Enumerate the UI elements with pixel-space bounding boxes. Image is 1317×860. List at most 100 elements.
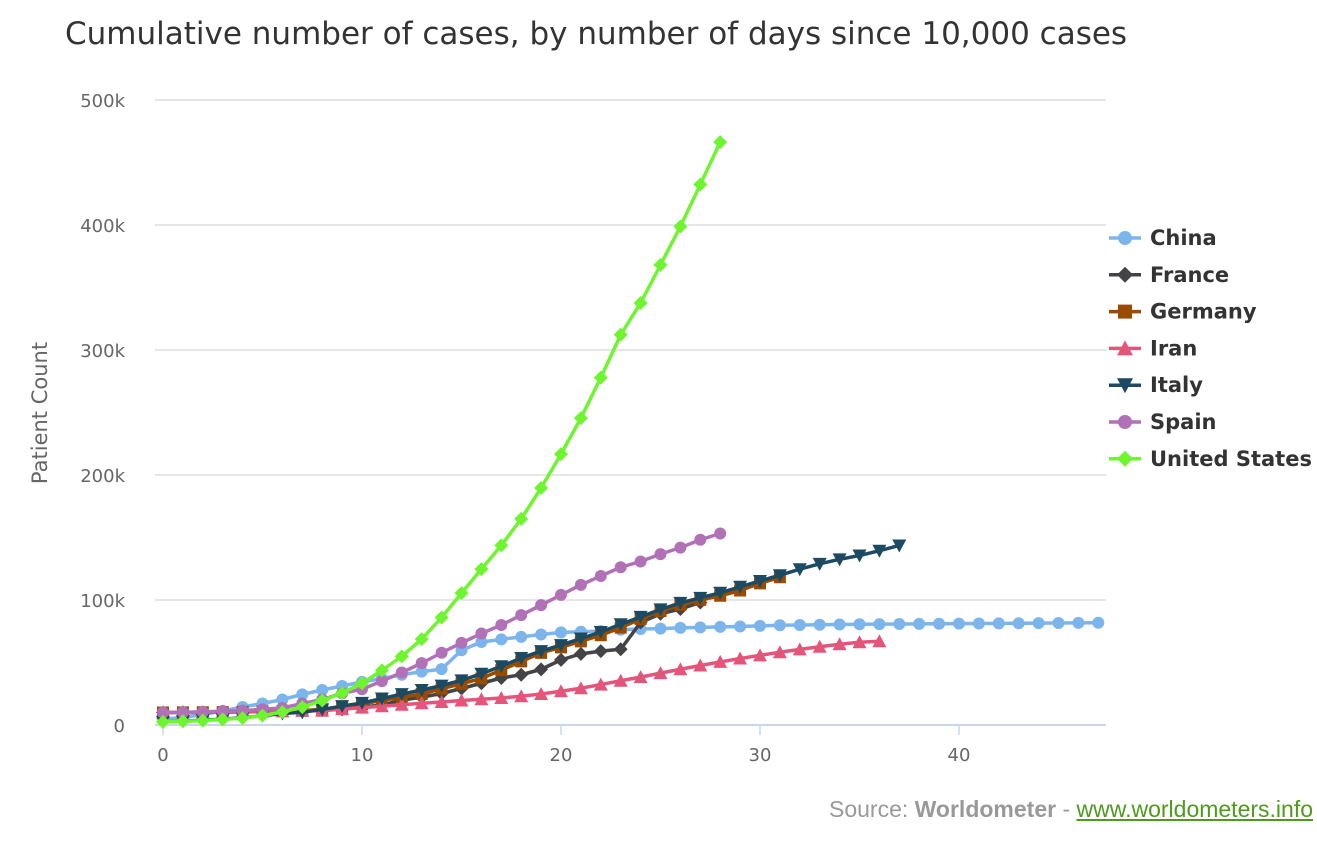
data-point-italy — [792, 563, 807, 577]
data-point-china — [1052, 617, 1065, 629]
legend-marker-iran — [1117, 340, 1133, 356]
data-point-iran — [613, 673, 628, 687]
data-point-china — [654, 622, 667, 635]
data-point-china — [296, 688, 309, 701]
data-point-iran — [713, 654, 728, 668]
data-point-spain — [375, 675, 388, 688]
data-point-iran — [792, 642, 807, 656]
data-point-iran — [872, 634, 887, 648]
legend-item-france[interactable]: France — [1109, 263, 1229, 287]
legend-label-united-states: United States — [1150, 447, 1312, 471]
data-point-china — [714, 620, 727, 633]
legend-marker-china — [1118, 231, 1132, 245]
data-point-iran — [753, 648, 767, 662]
legend-item-germany[interactable]: Germany — [1109, 300, 1257, 324]
data-point-spain — [216, 705, 229, 718]
data-point-china — [316, 684, 329, 696]
data-point-italy — [852, 549, 867, 563]
data-point-iran — [454, 693, 469, 707]
data-point-italy — [872, 544, 887, 558]
data-point-spain — [495, 619, 508, 631]
x-tick-label: 0 — [157, 745, 168, 766]
data-point-iran — [633, 670, 648, 684]
data-point-iran — [772, 645, 787, 659]
data-point-italy — [673, 596, 688, 610]
data-point-france — [514, 667, 529, 682]
data-point-united-states — [593, 370, 608, 385]
data-point-italy — [733, 580, 748, 594]
data-point-iran — [434, 694, 449, 708]
legend-label-iran: Iran — [1150, 336, 1197, 360]
data-point-united-states — [394, 649, 409, 664]
data-point-spain — [714, 527, 727, 540]
data-point-italy — [613, 618, 628, 632]
y-tick-label: 100k — [80, 591, 125, 612]
data-point-spain — [634, 555, 647, 568]
data-point-china — [555, 626, 567, 639]
data-point-united-states — [673, 219, 688, 234]
data-point-spain — [694, 533, 707, 546]
legend-item-china[interactable]: China — [1109, 226, 1217, 250]
legend-item-italy[interactable]: Italy — [1109, 373, 1203, 397]
x-axis-ticks: 0 10 20 30 40 — [157, 725, 970, 766]
data-point-spain — [535, 599, 548, 612]
legend-label-germany: Germany — [1150, 300, 1257, 324]
series-united-states — [156, 135, 728, 729]
data-point-united-states — [693, 177, 708, 192]
data-point-iran — [534, 686, 549, 700]
data-point-iran — [733, 651, 748, 665]
data-point-united-states — [454, 586, 469, 601]
data-point-france — [613, 642, 628, 657]
data-point-france — [534, 662, 549, 677]
source-credit: Source: Worldometer - www.worldometers.i… — [829, 796, 1313, 823]
data-point-spain — [196, 705, 209, 718]
data-point-united-states — [554, 447, 568, 462]
data-point-italy — [892, 539, 907, 553]
data-point-china — [853, 618, 866, 631]
data-point-china — [933, 617, 946, 630]
data-point-iran — [812, 639, 827, 653]
data-point-united-states — [355, 676, 369, 691]
data-point-spain — [236, 704, 249, 717]
data-point-italy — [514, 652, 529, 666]
x-tick-label: 20 — [550, 745, 573, 766]
data-point-china — [992, 617, 1005, 630]
data-point-iran — [852, 635, 867, 649]
data-point-spain — [415, 657, 428, 670]
source-link[interactable]: www.worldometers.info — [1076, 796, 1313, 822]
source-name: Worldometer — [914, 796, 1057, 822]
data-point-united-states — [195, 713, 210, 728]
data-point-china — [734, 620, 747, 633]
legend-item-united-states[interactable]: United States — [1109, 447, 1312, 471]
legend-label-france: France — [1150, 263, 1229, 287]
data-point-spain — [176, 706, 189, 719]
legend: China France Germany Iran Italy Spain United S… — [1109, 226, 1312, 471]
data-point-china — [833, 618, 846, 631]
data-point-united-states — [713, 135, 728, 150]
data-point-spain — [395, 666, 408, 679]
data-point-china — [972, 617, 985, 630]
data-point-spain — [614, 561, 627, 574]
data-point-china — [813, 618, 826, 631]
legend-item-spain[interactable]: Spain — [1109, 410, 1216, 434]
data-point-iran — [474, 692, 489, 706]
data-point-united-states — [514, 511, 529, 526]
data-point-spain — [455, 636, 468, 649]
data-point-united-states — [633, 296, 648, 310]
source-prefix: Source: — [828, 796, 915, 822]
data-point-united-states — [474, 562, 489, 577]
data-point-italy — [374, 692, 389, 706]
data-point-china — [694, 621, 707, 634]
legend-item-iran[interactable]: Iran — [1109, 336, 1197, 360]
data-point-italy — [772, 569, 787, 583]
data-point-spain — [594, 570, 607, 582]
legend-label-china: China — [1150, 226, 1217, 250]
data-point-china — [674, 621, 687, 634]
data-point-united-states — [215, 712, 230, 727]
data-point-italy — [593, 626, 608, 640]
data-point-italy — [554, 639, 568, 653]
data-point-italy — [454, 674, 469, 688]
legend-label-spain: Spain — [1150, 410, 1216, 434]
data-point-italy — [693, 591, 708, 605]
